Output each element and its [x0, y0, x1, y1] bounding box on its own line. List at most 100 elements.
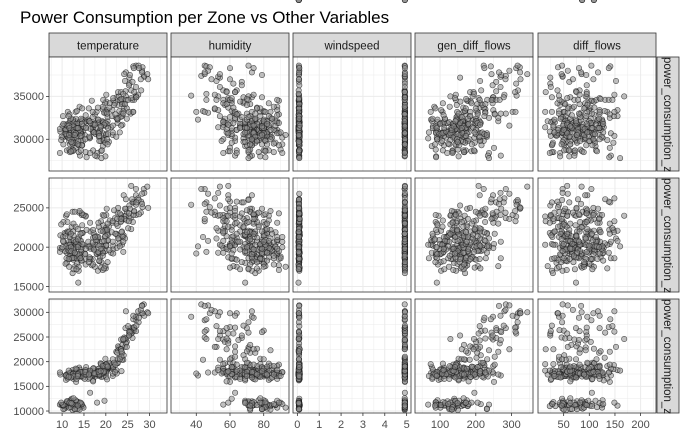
data-point	[607, 238, 614, 245]
data-point	[193, 370, 200, 377]
data-point	[220, 150, 227, 157]
data-point	[609, 96, 616, 103]
data-point	[451, 95, 458, 102]
data-point	[220, 401, 227, 408]
data-point	[144, 183, 151, 190]
data-point	[474, 111, 481, 118]
y-tick-label: 10000	[13, 406, 44, 418]
data-point	[468, 141, 475, 148]
data-point	[264, 226, 271, 233]
panel	[48, 298, 168, 414]
column-strip-label: temperature	[77, 41, 139, 53]
data-point	[258, 123, 265, 130]
data-point	[582, 235, 589, 242]
data-point	[211, 195, 218, 202]
data-point	[74, 236, 81, 243]
data-point	[590, 204, 597, 211]
data-point	[401, 123, 408, 130]
column-strip: diff_flows	[537, 32, 657, 58]
data-point	[433, 125, 440, 132]
data-point	[90, 226, 97, 233]
data-point	[245, 114, 252, 121]
data-point	[65, 255, 72, 262]
data-point	[223, 218, 230, 225]
data-point	[576, 361, 583, 368]
data-point	[597, 96, 604, 103]
data-point	[564, 330, 571, 337]
data-point	[482, 101, 489, 108]
data-point	[440, 245, 447, 252]
data-point	[232, 348, 239, 355]
data-point	[591, 104, 598, 111]
data-point	[611, 132, 618, 139]
data-point	[255, 149, 262, 156]
data-point	[524, 183, 531, 190]
data-point	[243, 207, 250, 214]
data-point	[482, 369, 489, 376]
data-point	[267, 126, 274, 133]
data-point	[432, 146, 439, 153]
data-point	[225, 196, 232, 203]
data-point	[296, 372, 303, 379]
data-point	[455, 153, 462, 160]
panel	[414, 56, 534, 172]
data-point	[122, 78, 129, 85]
x-tick-label: 40	[190, 419, 202, 431]
data-point	[275, 399, 282, 406]
data-point	[449, 219, 456, 226]
data-point	[98, 147, 105, 154]
data-point	[97, 245, 104, 252]
data-point	[439, 360, 446, 367]
data-point	[460, 356, 467, 363]
data-point	[262, 211, 269, 218]
data-point	[512, 208, 519, 215]
data-point	[596, 115, 603, 122]
data-point	[513, 80, 520, 87]
data-point	[463, 96, 470, 103]
data-point	[74, 244, 81, 251]
data-point	[517, 310, 524, 317]
data-point	[122, 101, 129, 108]
row-strip: power_consumption_z	[656, 177, 680, 293]
data-point	[223, 101, 230, 108]
data-point	[606, 111, 613, 118]
data-point	[431, 402, 438, 409]
data-point	[225, 121, 232, 128]
data-point	[572, 222, 579, 229]
data-point	[267, 208, 274, 215]
data-point	[139, 69, 146, 76]
data-point	[557, 153, 564, 160]
data-point	[468, 363, 475, 370]
data-point	[110, 95, 117, 102]
data-point	[495, 371, 502, 378]
data-point	[85, 259, 92, 266]
data-point	[572, 374, 579, 381]
data-point	[606, 230, 613, 237]
data-point	[201, 328, 208, 335]
data-point	[201, 302, 208, 309]
data-point	[431, 236, 438, 243]
data-point	[233, 367, 240, 374]
data-point	[477, 265, 484, 272]
data-point	[596, 325, 603, 332]
data-point	[227, 243, 234, 250]
data-point	[91, 234, 98, 241]
data-point	[611, 308, 618, 315]
data-point	[460, 149, 467, 156]
data-point	[233, 256, 240, 263]
data-point	[245, 197, 252, 204]
data-point	[432, 259, 439, 266]
x-tick-label: 60	[224, 419, 236, 431]
data-point	[480, 186, 487, 193]
data-point	[91, 121, 98, 128]
data-point	[145, 310, 152, 317]
data-point	[296, 115, 303, 122]
data-point	[590, 251, 597, 258]
data-point	[112, 368, 119, 375]
data-point	[431, 141, 438, 148]
data-point	[544, 263, 551, 270]
data-point	[122, 308, 129, 315]
x-tick-label: 15	[78, 419, 90, 431]
data-point	[448, 406, 455, 413]
data-point	[118, 368, 125, 375]
